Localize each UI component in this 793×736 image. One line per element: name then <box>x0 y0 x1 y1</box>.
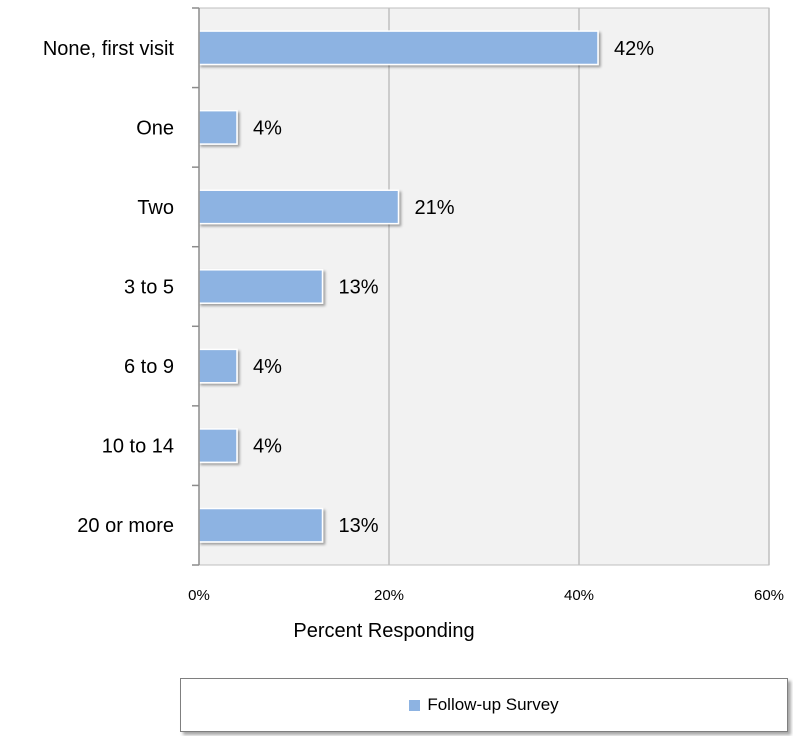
category-label: Two <box>137 197 174 219</box>
category-label: 20 or more <box>77 515 174 537</box>
category-label: 6 to 9 <box>124 356 174 378</box>
x-tick-label: 20% <box>374 587 404 604</box>
legend: Follow-up Survey <box>180 678 788 732</box>
x-axis-title: Percent Responding <box>293 620 474 642</box>
data-label: 21% <box>415 197 455 219</box>
bar <box>198 109 238 145</box>
gridlines <box>388 8 770 565</box>
labels: None, first visit 42% One 4% Two 21% 3 to 5 13%… <box>43 38 784 604</box>
data-label: 4% <box>253 356 282 378</box>
bar <box>198 30 599 66</box>
axes <box>192 7 200 566</box>
category-label: None, first visit <box>43 38 175 60</box>
category-label: One <box>136 117 174 139</box>
bar <box>198 269 324 304</box>
bar <box>198 428 238 464</box>
x-tick-label: 0% <box>188 587 210 604</box>
data-label: 4% <box>253 436 282 458</box>
x-tick-label: 40% <box>564 587 594 604</box>
bar <box>198 189 400 225</box>
data-label: 4% <box>253 117 282 139</box>
data-label: 13% <box>339 515 379 537</box>
category-label: 10 to 14 <box>102 436 174 458</box>
bar <box>198 348 238 384</box>
legend-swatch <box>409 699 421 711</box>
category-label: 3 to 5 <box>124 277 174 299</box>
data-label: 13% <box>339 277 379 299</box>
bars <box>198 30 599 543</box>
x-tick-label: 60% <box>754 587 784 604</box>
legend-label: Follow-up Survey <box>427 695 559 714</box>
data-label: 42% <box>614 38 654 60</box>
bar <box>198 507 324 543</box>
